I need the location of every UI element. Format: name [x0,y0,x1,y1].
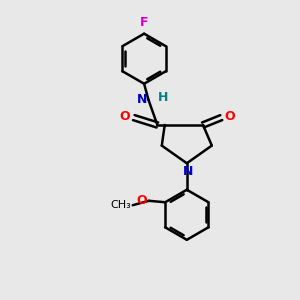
Text: O: O [136,194,147,207]
Text: F: F [140,16,148,29]
Text: H: H [158,92,168,104]
Text: N: N [137,93,147,106]
Text: O: O [120,110,130,123]
Text: N: N [183,165,194,178]
Text: O: O [225,110,236,123]
Text: CH₃: CH₃ [110,200,131,210]
